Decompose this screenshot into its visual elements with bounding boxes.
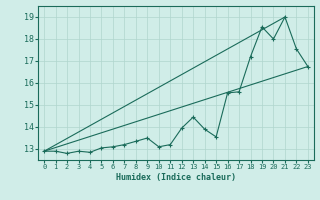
X-axis label: Humidex (Indice chaleur): Humidex (Indice chaleur) — [116, 173, 236, 182]
